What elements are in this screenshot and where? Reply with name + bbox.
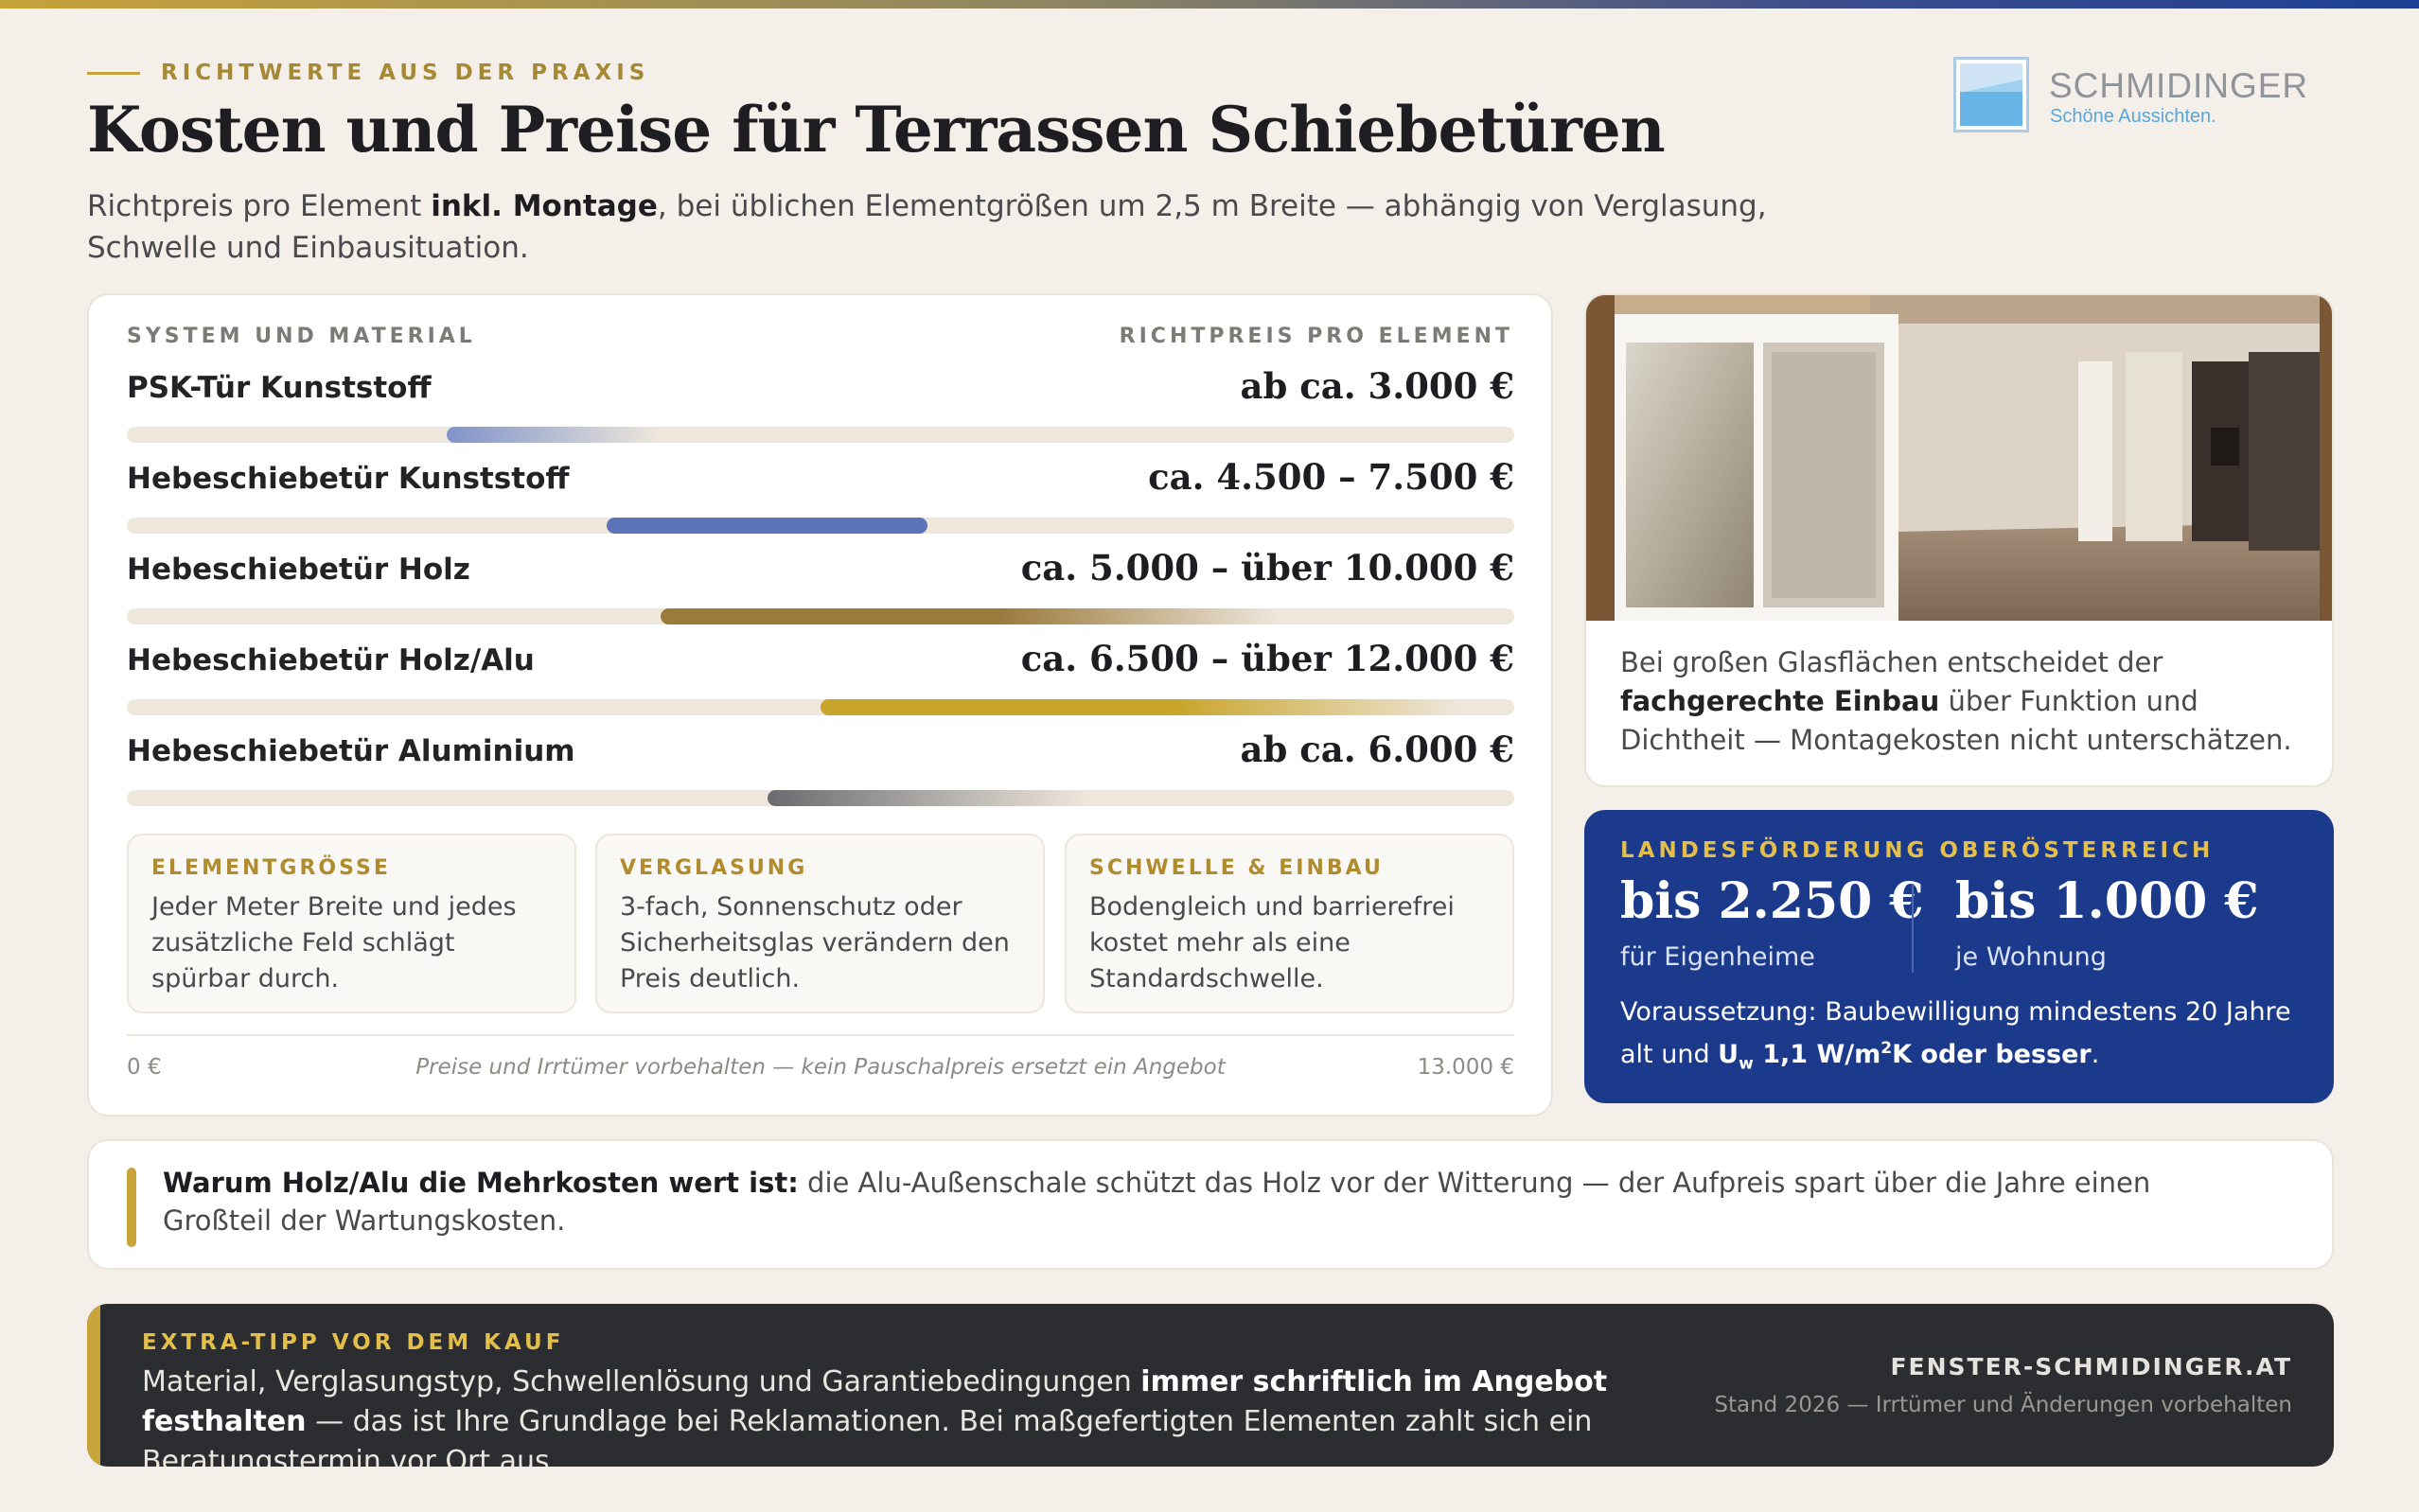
tip-post: — das ist Ihre Grundlage bei Reklamation…: [142, 1405, 1593, 1467]
price-row-value: ca. 5.000 – über 10.000 €: [1020, 547, 1514, 589]
tip-accent-edge: [87, 1304, 100, 1467]
tip-pre: Material, Verglasungstyp, Schwellenlösun…: [142, 1365, 1141, 1398]
info-box-text: Jeder Meter Breite und jedes zusätzliche…: [151, 892, 517, 993]
price-range-track: [127, 427, 1514, 443]
photo-caption-bold: fachgerechte Einbau: [1620, 685, 1940, 717]
info-box-title: SCHWELLE & EINBAU: [1089, 856, 1384, 880]
funding-requirement: Voraussetzung: Baubewilligung mindestens…: [1620, 993, 2311, 1082]
page-subtitle: Richtpreis pro Element inkl. Montage, be…: [87, 185, 1810, 269]
scale-min-label: 0 €: [127, 1055, 162, 1080]
info-box-verglasung: VERGLASUNG 3-fach, Sonnenschutz oder Sic…: [595, 834, 1045, 1013]
info-box-text: 3-fach, Sonnenschutz oder Sicherheitsgla…: [620, 892, 1010, 993]
photo-caption: Bei großen Glasflächen entscheidet der f…: [1620, 643, 2311, 760]
price-row-label: Hebeschiebetür Aluminium: [127, 734, 575, 768]
price-row-label: Hebeschiebetür Kunststoff: [127, 462, 570, 496]
price-range-track: [127, 790, 1514, 806]
price-range-bar: [821, 699, 1461, 715]
website-link[interactable]: FENSTER-SCHMIDINGER.AT: [1890, 1353, 2292, 1380]
quote-bold: Warum Holz/Alu die Mehrkosten wert ist:: [163, 1167, 799, 1199]
subtitle-bold: inkl. Montage: [431, 189, 658, 223]
column-header-system: SYSTEM UND MATERIAL: [127, 325, 476, 348]
tip-text: Material, Verglasungstyp, Schwellenlösun…: [142, 1363, 1751, 1467]
req-sup: 2: [1880, 1039, 1893, 1058]
tip-bold: immer schriftlich im Angebot festhalten: [142, 1365, 1608, 1438]
price-range-bar: [767, 790, 1087, 806]
photo-caption-pre: Bei großen Glasflächen entscheidet der: [1620, 646, 2163, 678]
req-val: 1,1 W/m: [1753, 1040, 1881, 1069]
req-post: K oder besser: [1892, 1040, 2092, 1069]
column-header-price: RICHTPREIS PRO ELEMENT: [1119, 325, 1513, 348]
price-range-track: [127, 608, 1514, 624]
price-row-value: ab ca. 3.000 €: [1240, 365, 1514, 407]
holz-alu-note-card: Warum Holz/Alu die Mehrkosten wert ist: …: [87, 1139, 2334, 1270]
price-row-label: Hebeschiebetür Holz: [127, 553, 470, 587]
price-row-label: PSK-Tür Kunststoff: [127, 371, 432, 405]
scale-divider: [127, 1034, 1514, 1036]
price-row-value: ca. 6.500 – über 12.000 €: [1020, 638, 1514, 679]
logo-mark-icon: [1953, 57, 2029, 132]
quote-accent-bar: [127, 1168, 136, 1247]
stand-note: Stand 2026 — Irrtümer und Änderungen vor…: [1714, 1393, 2292, 1417]
funding-amount-homes: bis 2.250 €: [1620, 872, 1924, 930]
scale-max-label: 13.000 €: [1417, 1055, 1514, 1080]
price-range-track: [127, 699, 1514, 715]
req-u: U: [1718, 1040, 1739, 1069]
subtitle-pre: Richtpreis pro Element: [87, 189, 432, 223]
price-range-bar: [660, 608, 1280, 624]
funding-label-apartment: je Wohnung: [1955, 942, 2107, 972]
header-eyebrow: RICHTWERTE AUS DER PRAXIS: [87, 59, 649, 87]
tip-eyebrow: EXTRA-TIPP VOR DEM KAUF: [142, 1330, 565, 1355]
req-sub: w: [1739, 1054, 1754, 1074]
logo-tagline: Schöne Aussichten.: [2050, 106, 2216, 127]
req-end: .: [2091, 1040, 2100, 1069]
price-row-label: Hebeschiebetür Holz/Alu: [127, 643, 535, 677]
logo-name: SCHMIDINGER: [2049, 66, 2309, 105]
info-box-elementgroesse: ELEMENTGRÖSSE Jeder Meter Breite und jed…: [127, 834, 576, 1013]
photo-card: Bei großen Glasflächen entscheidet der f…: [1584, 293, 2334, 787]
eyebrow-line: [87, 71, 140, 75]
brand-logo[interactable]: SCHMIDINGER Schöne Aussichten.: [1953, 57, 2341, 134]
top-accent-bar: [0, 0, 2419, 9]
funding-divider: [1912, 884, 1914, 973]
price-row-value: ab ca. 6.000 €: [1240, 729, 1514, 770]
funding-amount-apartment: bis 1.000 €: [1955, 872, 2259, 930]
sliding-door-room-image: [1586, 295, 2332, 621]
price-range-track: [127, 518, 1514, 534]
info-box-schwelle: SCHWELLE & EINBAU Bodengleich und barrie…: [1065, 834, 1514, 1013]
funding-card: LANDESFÖRDERUNG OBERÖSTERREICH bis 2.250…: [1584, 810, 2334, 1103]
info-box-text: Bodengleich und barrierefrei kostet mehr…: [1089, 892, 1455, 993]
extra-tip-card: EXTRA-TIPP VOR DEM KAUF Material, Vergla…: [87, 1304, 2334, 1467]
funding-eyebrow: LANDESFÖRDERUNG OBERÖSTERREICH: [1620, 838, 2215, 863]
price-range-bar: [607, 518, 927, 534]
info-box-title: ELEMENTGRÖSSE: [151, 856, 391, 880]
info-box-title: VERGLASUNG: [620, 856, 808, 880]
price-range-bar: [447, 427, 661, 443]
page-title: Kosten und Preise für Terrassen Schiebet…: [87, 93, 1666, 167]
holz-alu-note: Warum Holz/Alu die Mehrkosten wert ist: …: [163, 1164, 2245, 1239]
subtitle-post: , bei üblichen Elementgrößen um 2,5 m Br…: [87, 189, 1767, 265]
req-pre: Voraussetzung: Baubewilligung mindestens…: [1620, 997, 2291, 1069]
price-disclaimer: Preise und Irrtümer vorbehalten — kein P…: [415, 1055, 1226, 1080]
interior-photo: [1586, 295, 2332, 621]
photo-caption-post: über Funktion und Dichtheit — Montagekos…: [1620, 685, 2292, 756]
quote-body: die Alu-Außenschale schützt das Holz vor…: [163, 1167, 2151, 1237]
price-row-value: ca. 4.500 – 7.500 €: [1148, 456, 1514, 498]
eyebrow-text: RICHTWERTE AUS DER PRAXIS: [161, 61, 650, 85]
funding-label-homes: für Eigenheime: [1620, 942, 1815, 972]
